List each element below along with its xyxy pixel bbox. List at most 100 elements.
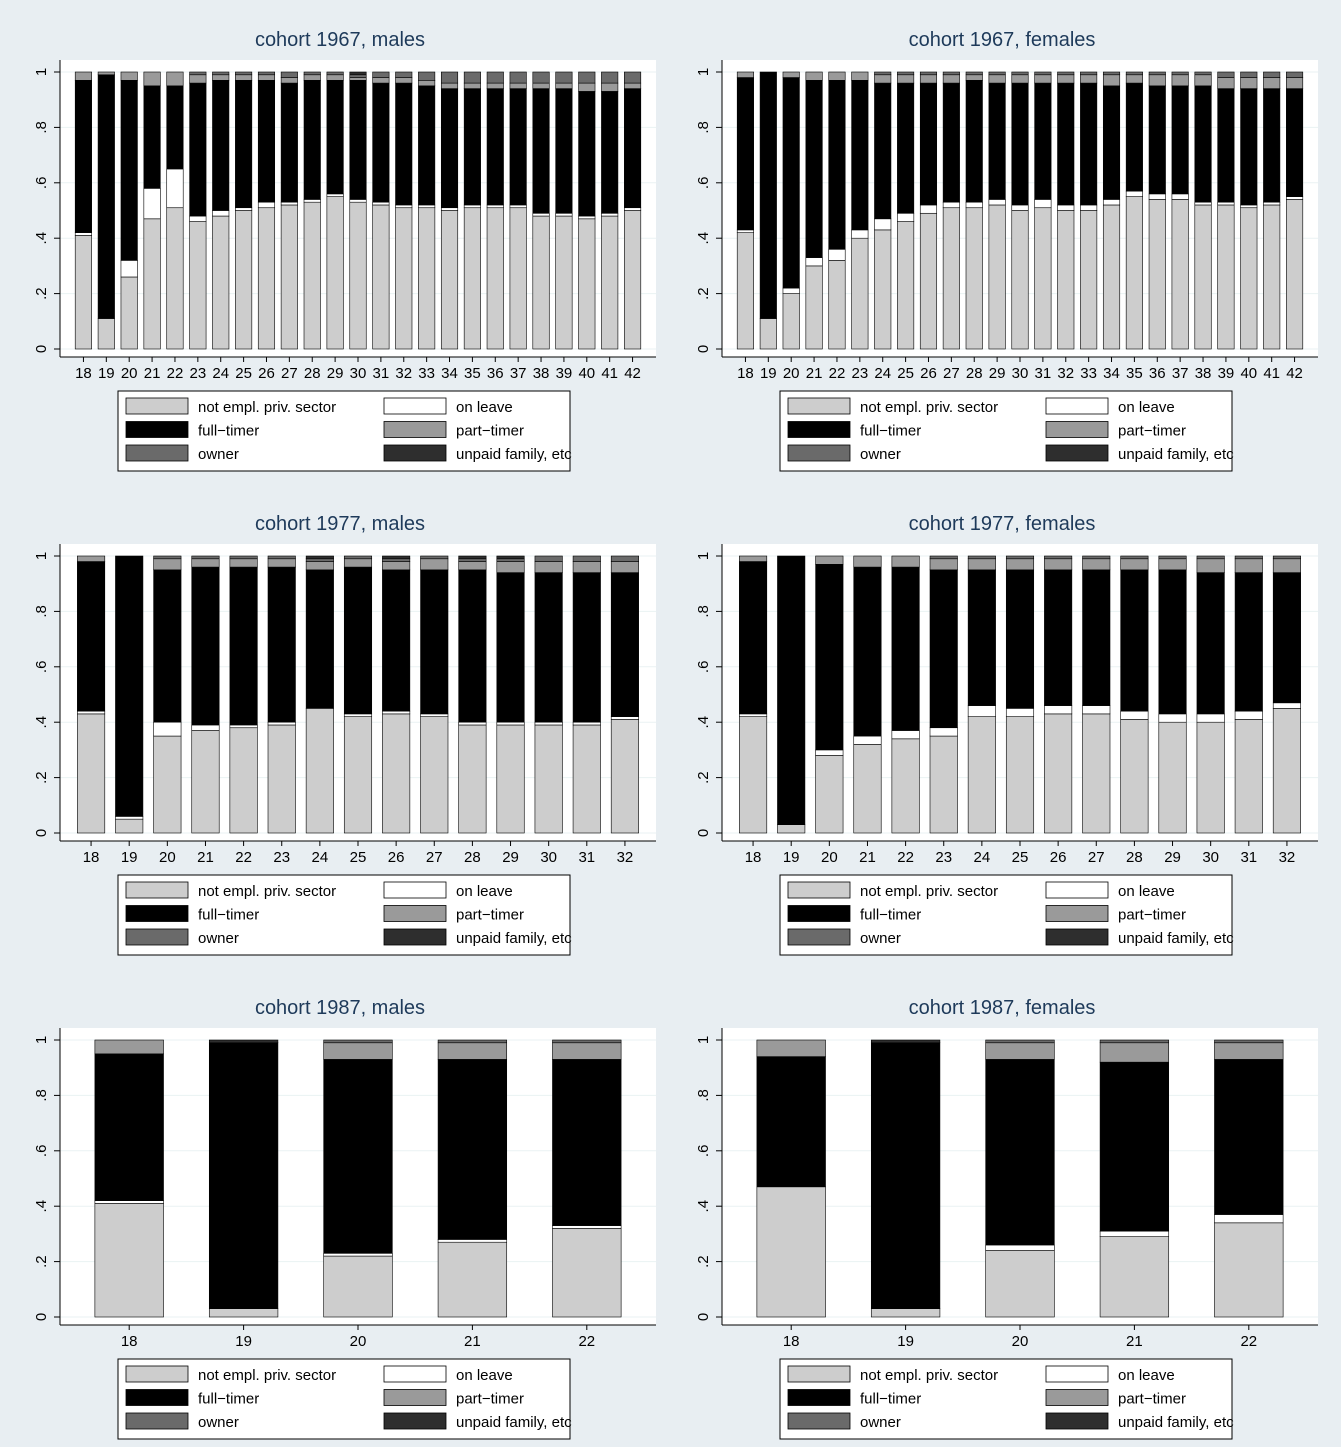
legend-swatch (383, 905, 447, 922)
bar-segment (257, 80, 276, 203)
bar-segment (965, 80, 983, 203)
bar-segment (552, 1042, 622, 1060)
chart-title: cohort 1987, males (255, 997, 425, 1019)
bar-segment (897, 212, 915, 222)
bar-segment (532, 215, 550, 350)
bar-segment (458, 569, 487, 723)
bar-segment (1125, 74, 1143, 84)
bar-segment (578, 215, 596, 220)
x-tick-label: 31 (373, 365, 390, 382)
x-tick-label: 30 (350, 365, 367, 382)
bar-segment (1102, 85, 1121, 200)
bar-segment (440, 82, 459, 89)
bar-segment (851, 229, 869, 239)
bar-segment (610, 555, 639, 562)
bar-segment (1120, 719, 1149, 834)
legend-box (779, 1358, 1233, 1440)
bar-segment (1171, 193, 1189, 200)
bar-segment (1272, 708, 1301, 834)
bar-segment (153, 735, 182, 834)
legend-swatch (1045, 881, 1109, 899)
bar-segment (267, 724, 296, 834)
bar-segment (440, 210, 459, 350)
bar-segment (305, 561, 334, 571)
bar-segment (965, 201, 983, 209)
bar-segment (805, 257, 823, 267)
bar-segment (349, 71, 367, 76)
bar-segment (1057, 82, 1075, 206)
bar-segment (874, 74, 892, 84)
bar-segment (988, 199, 1006, 206)
bar-segment (1217, 201, 1235, 206)
bar-segment (624, 210, 642, 350)
bar-segment (805, 265, 823, 350)
bar-segment (853, 735, 882, 745)
bar-segment (382, 710, 411, 715)
y-tick-label: .8 (33, 1089, 50, 1102)
x-tick-label: 37 (1172, 365, 1189, 382)
y-tick-label: 0 (33, 345, 50, 353)
bar-segment (1263, 71, 1281, 78)
x-tick-label: 21 (197, 849, 214, 866)
legend-swatch (125, 444, 189, 462)
bar-segment (942, 201, 960, 209)
bar-segment (572, 721, 601, 726)
legend-label: part−timer (456, 1391, 524, 1408)
x-tick-label: 33 (418, 365, 435, 382)
bar-segment (420, 555, 449, 560)
bar-segment (532, 212, 550, 217)
bar-segment (1158, 721, 1187, 834)
x-tick-label: 30 (1012, 365, 1029, 382)
x-tick-label: 33 (1080, 365, 1097, 382)
chart-title: cohort 1967, males (255, 29, 425, 51)
bar-segment (1120, 710, 1149, 720)
bar-segment (815, 755, 844, 834)
bar-segment (534, 721, 563, 726)
bar-segment (1272, 702, 1301, 709)
x-tick-label: 30 (540, 849, 557, 866)
legend-label: on leave (1118, 883, 1175, 900)
bar-segment (305, 555, 334, 560)
bar-segment (919, 204, 938, 214)
bar-segment (985, 1059, 1055, 1246)
bar-segment (552, 1039, 622, 1044)
bar-segment (418, 85, 436, 206)
legend-box (779, 874, 1233, 956)
bar-segment (988, 74, 1006, 84)
bar-segment (486, 207, 504, 350)
x-tick-label: 29 (327, 365, 344, 382)
legend-swatch (383, 928, 447, 946)
bar-segment (988, 71, 1006, 76)
bar-segment (782, 71, 800, 78)
bar-segment (74, 80, 92, 233)
bar-segment (509, 207, 527, 350)
bar-segment (534, 724, 563, 834)
x-tick-label: 31 (1240, 849, 1257, 866)
bar-segment (343, 555, 373, 560)
bar-segment (555, 82, 573, 89)
bar-segment (897, 74, 915, 84)
bar-segment (323, 1255, 393, 1318)
legend-label: on leave (1118, 399, 1175, 416)
bar-segment (267, 721, 296, 726)
bar-segment (985, 1250, 1055, 1318)
bar-segment (1171, 199, 1189, 350)
x-tick-label: 19 (760, 365, 777, 382)
bar-segment (624, 88, 642, 209)
legend-box (117, 1358, 571, 1440)
bar-segment (1005, 708, 1035, 717)
bar-segment (496, 572, 525, 723)
bar-segment (853, 555, 882, 568)
y-tick-label: .2 (33, 771, 50, 784)
bar-segment (1034, 71, 1052, 76)
x-tick-label: 42 (624, 365, 641, 382)
bar-segment (97, 318, 115, 350)
bar-segment (191, 566, 220, 726)
bar-segment (1217, 204, 1235, 350)
bar-segment (929, 735, 958, 834)
bar-segment (1034, 207, 1052, 350)
x-tick-label: 23 (851, 365, 868, 382)
bar-segment (555, 212, 573, 217)
x-tick-label: 32 (1057, 365, 1074, 382)
bar-segment (1082, 555, 1111, 560)
